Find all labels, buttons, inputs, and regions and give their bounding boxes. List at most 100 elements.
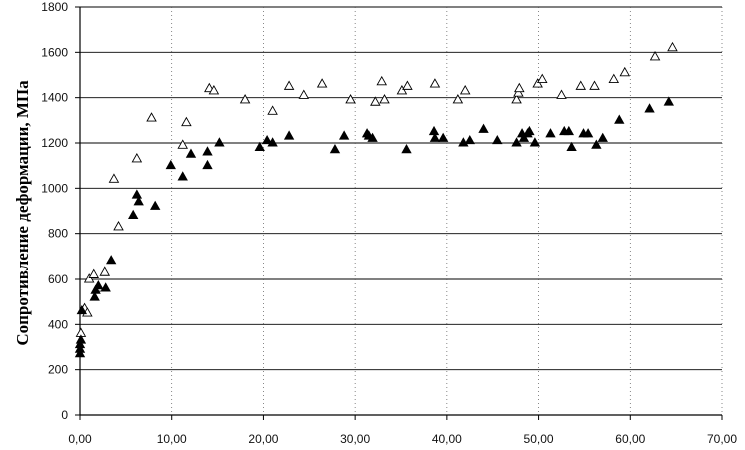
filled-triangle-point [177, 171, 188, 181]
y-tick-label: 400 [48, 317, 68, 331]
filled-triangle-point [518, 132, 530, 142]
y-tick-label: 1200 [41, 136, 68, 150]
filled-triangle-point [597, 132, 608, 142]
open-triangle-point [146, 112, 157, 122]
filled-triangle-point [202, 159, 213, 170]
y-axis-label: Сопротивление деформации, МПа [13, 80, 32, 346]
filled-triangle-point [566, 141, 577, 151]
y-tick-label: 1800 [41, 0, 68, 14]
x-tick-label: 20,00 [248, 432, 278, 446]
open-triangle-point [370, 96, 381, 106]
open-triangle-point [267, 105, 278, 115]
open-triangle-point [429, 78, 441, 88]
filled-triangle-point [401, 144, 412, 154]
y-tick-labels: 0 200 400 600 800 1000 1200 1400 1600 1800 [41, 0, 68, 422]
open-triangle-point [402, 80, 413, 90]
filled-triangle-point [329, 144, 341, 154]
filled-triangle-point [100, 282, 111, 292]
open-triangle-point [536, 73, 548, 84]
filled-triangle-point [131, 189, 143, 199]
filled-triangle-point [261, 134, 273, 145]
open-triangle-point [113, 220, 124, 231]
open-triangle-point [298, 89, 310, 99]
filled-triangle-point [128, 209, 139, 219]
open-triangle-point [608, 73, 620, 84]
y-tick-label: 1600 [41, 45, 68, 59]
filled-triangle-point [524, 125, 535, 136]
filled-triangle-point [133, 196, 144, 206]
open-triangle-point [316, 78, 328, 88]
open-triangle-point [649, 50, 661, 61]
filled-triangle-point [165, 159, 176, 170]
x-tick-label: 0,00 [68, 432, 92, 446]
filled-triangle-point [492, 134, 503, 145]
filled-triangle-point [105, 255, 117, 265]
open-triangle-point [177, 139, 188, 149]
open-triangle-point [99, 266, 111, 276]
open-triangle-point [131, 152, 143, 163]
x-tick-label: 30,00 [340, 432, 370, 446]
open-triangle-point [667, 41, 678, 52]
filled-triangle-point [582, 128, 594, 138]
filled-triangle-point [90, 284, 101, 294]
filled-triangle-point [478, 123, 489, 133]
open-triangle-point [589, 80, 600, 90]
open-triangle-point [345, 94, 356, 104]
y-tick-label: 0 [61, 408, 68, 422]
open-triangle-point [452, 94, 464, 104]
open-triangle-point [619, 66, 631, 77]
filled-triangle-point [367, 132, 378, 142]
x-tick-label: 60,00 [615, 432, 645, 446]
filled-triangle-point [150, 200, 161, 210]
open-triangle-point [283, 80, 295, 90]
open-triangle-point [514, 82, 525, 93]
data-points [74, 41, 678, 358]
filled-triangle-point [464, 134, 475, 145]
filled-triangle-point [75, 334, 87, 344]
x-tick-label: 50,00 [524, 432, 554, 446]
open-triangle-point [181, 116, 192, 127]
filled-triangle-point [283, 130, 295, 140]
open-triangle-point [376, 75, 388, 86]
filled-triangle-point [428, 125, 440, 136]
open-triangle-point [511, 94, 522, 104]
filled-triangle-point [338, 130, 350, 140]
x-tick-label: 40,00 [432, 432, 462, 446]
filled-triangle-point [614, 114, 625, 124]
open-triangle-point [532, 78, 543, 88]
filled-triangle-point [89, 291, 100, 301]
open-triangle-point [459, 84, 471, 95]
y-tick-label: 600 [48, 272, 68, 286]
grid-lines [80, 6, 723, 415]
filled-triangle-point [644, 103, 655, 113]
open-triangle-point [513, 87, 524, 97]
filled-triangle-point [76, 304, 88, 315]
open-triangle-point [88, 268, 100, 278]
filled-triangle-point [93, 280, 104, 290]
open-triangle-point [239, 94, 251, 104]
y-tick-label: 1000 [41, 181, 68, 195]
y-tick-label: 200 [48, 363, 68, 377]
open-triangle-point [208, 84, 220, 95]
filled-triangle-point [185, 148, 197, 158]
open-triangle-point [83, 273, 95, 283]
open-triangle-point [556, 89, 567, 99]
filled-triangle-point [563, 125, 575, 136]
filled-triangle-point [511, 137, 522, 147]
open-triangle-point [379, 94, 390, 104]
filled-triangle-point [529, 137, 541, 147]
filled-triangle-point [74, 343, 86, 353]
filled-triangle-point [591, 139, 602, 149]
filled-triangle-point [545, 128, 556, 138]
filled-triangle-point [74, 348, 86, 358]
x-tick-label: 70,00 [707, 432, 737, 446]
filled-triangle-point [438, 132, 449, 142]
filled-triangle-point [267, 137, 278, 147]
filled-triangle-point [202, 146, 213, 156]
x-tick-label: 10,00 [157, 432, 187, 446]
open-triangle-point [575, 80, 587, 90]
filled-triangle-point [74, 338, 86, 349]
open-triangle-point [108, 173, 120, 183]
filled-triangle-point [663, 96, 674, 106]
